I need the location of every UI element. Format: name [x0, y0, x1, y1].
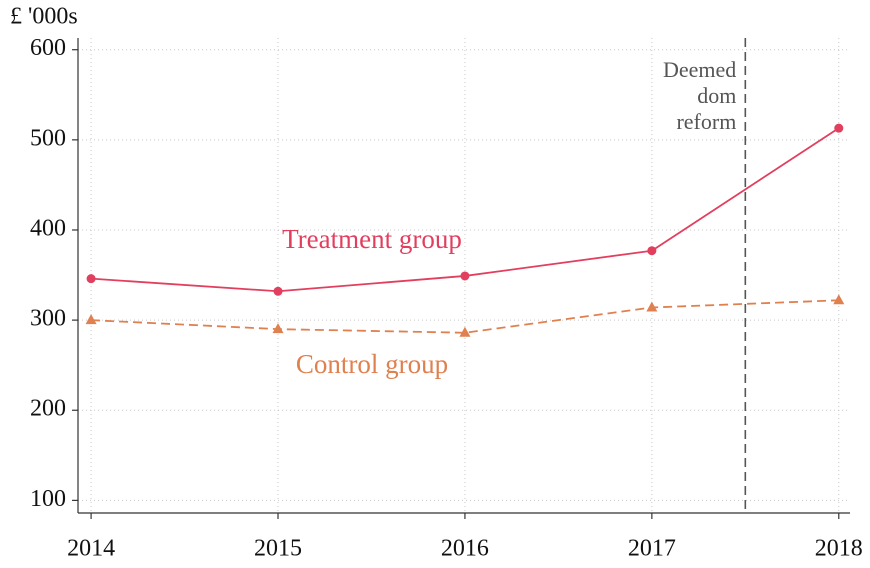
y-tick-label: 300 [30, 306, 66, 332]
y-tick-label: 500 [30, 125, 66, 151]
y-tick-label: 100 [30, 486, 66, 512]
x-tick-label: 2014 [67, 536, 115, 562]
x-tick-label: 2018 [815, 536, 863, 562]
series-label: Control group [296, 349, 448, 379]
y-axis-label: £ '000s [10, 4, 78, 30]
marker [647, 246, 657, 256]
marker [86, 274, 96, 284]
x-tick-label: 2016 [441, 536, 489, 562]
marker [833, 294, 845, 305]
marker [459, 326, 471, 337]
y-tick-label: 400 [30, 215, 66, 241]
y-tick-label: 600 [30, 35, 66, 61]
marker [460, 271, 470, 281]
reform-label: reform [676, 109, 736, 134]
y-tick-label: 200 [30, 396, 66, 422]
reform-label: Deemed [663, 57, 736, 82]
marker [273, 286, 283, 296]
reform-label: dom [697, 83, 736, 108]
series-label: Treatment group [282, 224, 462, 254]
marker [272, 323, 284, 334]
x-tick-label: 2015 [254, 536, 302, 562]
marker [834, 123, 844, 133]
x-tick-label: 2017 [628, 536, 676, 562]
marker [85, 314, 97, 325]
marker [646, 301, 658, 312]
